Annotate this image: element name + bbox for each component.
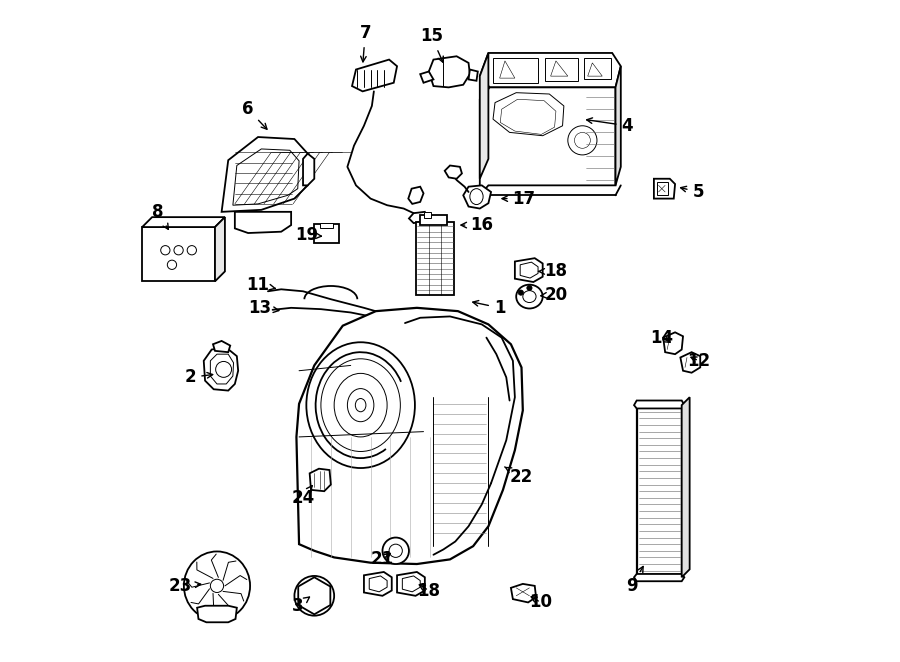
Ellipse shape — [303, 585, 325, 606]
Polygon shape — [397, 572, 425, 596]
Text: 22: 22 — [505, 467, 533, 486]
Polygon shape — [428, 56, 470, 87]
Text: 18: 18 — [418, 581, 440, 600]
Ellipse shape — [321, 359, 400, 451]
Polygon shape — [500, 61, 515, 78]
Ellipse shape — [526, 285, 532, 291]
Text: 23: 23 — [169, 577, 201, 595]
Text: 9: 9 — [626, 567, 644, 595]
Polygon shape — [420, 71, 434, 83]
Bar — [314, 224, 339, 243]
Text: 8: 8 — [151, 203, 168, 229]
Polygon shape — [213, 341, 230, 352]
Bar — [424, 212, 431, 218]
Ellipse shape — [470, 189, 483, 205]
Polygon shape — [211, 354, 233, 384]
Ellipse shape — [347, 389, 374, 422]
Text: 3: 3 — [292, 596, 310, 615]
Bar — [636, 402, 681, 577]
Polygon shape — [551, 61, 568, 76]
Text: 5: 5 — [680, 183, 704, 201]
Text: 20: 20 — [541, 285, 568, 304]
Polygon shape — [303, 154, 314, 185]
Polygon shape — [493, 93, 564, 136]
Polygon shape — [464, 185, 491, 209]
Text: 6: 6 — [242, 100, 267, 129]
Polygon shape — [215, 217, 225, 281]
Text: 19: 19 — [295, 226, 321, 244]
Ellipse shape — [568, 126, 597, 155]
Polygon shape — [298, 577, 330, 614]
Polygon shape — [402, 576, 420, 592]
Ellipse shape — [382, 538, 409, 564]
Polygon shape — [654, 179, 675, 199]
Ellipse shape — [518, 290, 524, 295]
Bar — [420, 215, 446, 225]
Polygon shape — [663, 332, 683, 354]
Text: 21: 21 — [371, 550, 394, 569]
Polygon shape — [409, 187, 424, 204]
Text: 4: 4 — [587, 117, 634, 135]
Text: 17: 17 — [502, 189, 536, 208]
Polygon shape — [480, 87, 616, 195]
Ellipse shape — [523, 291, 536, 303]
Polygon shape — [480, 53, 621, 87]
Ellipse shape — [294, 576, 334, 616]
Polygon shape — [296, 308, 523, 564]
Polygon shape — [142, 217, 225, 227]
Polygon shape — [634, 574, 684, 581]
Ellipse shape — [574, 132, 590, 148]
Text: 14: 14 — [651, 328, 673, 347]
Ellipse shape — [211, 579, 223, 592]
Bar — [320, 223, 333, 228]
Text: 10: 10 — [529, 593, 553, 612]
Polygon shape — [520, 262, 538, 278]
Polygon shape — [364, 572, 392, 596]
Bar — [656, 182, 669, 195]
Polygon shape — [369, 576, 387, 592]
Bar — [493, 58, 538, 83]
Ellipse shape — [389, 544, 402, 557]
Polygon shape — [500, 99, 556, 134]
Polygon shape — [233, 149, 299, 205]
Polygon shape — [352, 60, 397, 91]
Polygon shape — [310, 469, 331, 491]
Text: 18: 18 — [538, 262, 567, 281]
Bar — [584, 58, 611, 79]
Text: 1: 1 — [472, 299, 506, 317]
Polygon shape — [511, 584, 536, 602]
Polygon shape — [480, 53, 489, 179]
Text: 13: 13 — [248, 299, 279, 317]
Text: 7: 7 — [359, 24, 371, 62]
Text: 24: 24 — [292, 486, 315, 507]
Polygon shape — [221, 137, 308, 212]
Polygon shape — [203, 348, 238, 391]
Polygon shape — [588, 63, 602, 76]
Text: 12: 12 — [688, 352, 710, 370]
Polygon shape — [235, 212, 291, 233]
Ellipse shape — [216, 361, 231, 377]
Ellipse shape — [306, 342, 415, 468]
Polygon shape — [445, 166, 462, 179]
Polygon shape — [469, 70, 478, 81]
Polygon shape — [409, 212, 427, 223]
Polygon shape — [680, 352, 700, 373]
Ellipse shape — [517, 285, 543, 308]
Text: 11: 11 — [247, 275, 275, 294]
Text: 2: 2 — [184, 368, 212, 387]
Text: 15: 15 — [420, 27, 443, 62]
Polygon shape — [681, 397, 689, 577]
Ellipse shape — [184, 551, 250, 620]
Bar — [544, 58, 578, 81]
Polygon shape — [634, 401, 684, 408]
Ellipse shape — [334, 373, 387, 437]
Polygon shape — [515, 258, 543, 282]
Polygon shape — [616, 66, 621, 185]
Bar — [142, 227, 215, 281]
Ellipse shape — [356, 399, 366, 412]
Polygon shape — [197, 606, 237, 622]
Text: 16: 16 — [461, 216, 493, 234]
Bar — [416, 222, 454, 295]
